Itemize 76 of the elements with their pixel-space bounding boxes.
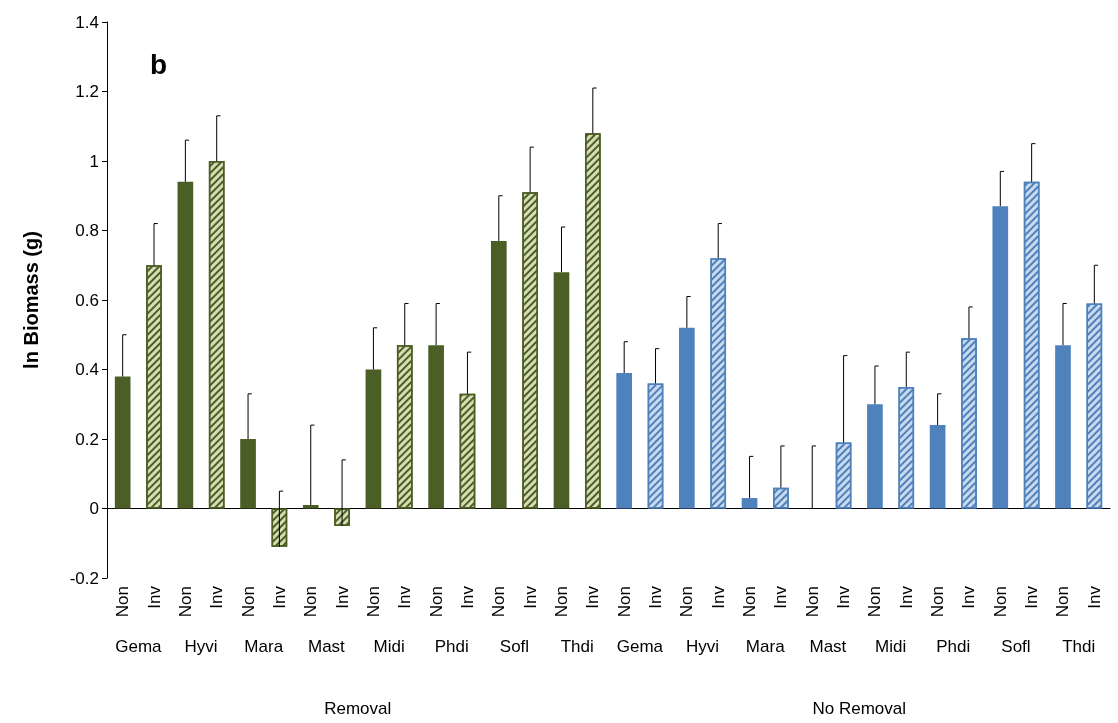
- bar: [679, 327, 695, 509]
- bar: [490, 240, 507, 509]
- y-tick-label: 0.2: [75, 429, 99, 449]
- bar: [114, 376, 131, 509]
- bar: [867, 404, 883, 509]
- text: Phdi: [936, 636, 971, 656]
- bar: [929, 425, 946, 509]
- bar: [365, 369, 382, 509]
- x-tick-label: Non: [301, 586, 321, 618]
- x-tick-label: Inv: [457, 585, 477, 609]
- text: Mast: [809, 636, 847, 656]
- x-tick-label: Non: [551, 586, 571, 618]
- x-tick-label: Non: [865, 586, 885, 618]
- text: Midi: [875, 636, 907, 656]
- x-tick-label: Inv: [395, 585, 415, 609]
- bar: [992, 206, 1009, 509]
- x-tick-label: Inv: [1084, 585, 1104, 609]
- x-tick-label: Inv: [269, 585, 289, 609]
- x-tick-label: Non: [363, 586, 383, 618]
- x-tick-label: Non: [802, 586, 822, 618]
- x-tick-label: Non: [614, 586, 634, 618]
- text: Midi: [373, 636, 405, 656]
- x-tick-label: Inv: [1022, 585, 1042, 609]
- y-axis-title: ln Biomass (g): [20, 231, 42, 369]
- x-tick-label: Inv: [834, 585, 854, 609]
- x-tick-label: Inv: [207, 585, 227, 609]
- bar: [240, 439, 256, 509]
- y-tick-label: 0.6: [75, 290, 99, 310]
- x-tick-label: Inv: [708, 585, 728, 609]
- text: Removal: [324, 698, 392, 718]
- bar: [177, 181, 194, 509]
- x-tick-label: Non: [1053, 586, 1073, 618]
- x-tick-label: Non: [740, 586, 760, 618]
- x-tick-label: Non: [426, 586, 446, 618]
- text: Sofl: [499, 636, 530, 656]
- x-tick-label: Inv: [583, 585, 603, 609]
- bar: [741, 498, 758, 509]
- text: Mast: [307, 636, 346, 656]
- bar: [302, 505, 319, 509]
- annotation: b: [150, 48, 168, 80]
- y-tick-label: 0.4: [75, 360, 99, 379]
- text: Hyvi: [686, 636, 720, 656]
- y-tick-label: 0: [89, 499, 99, 518]
- x-tick-label: Inv: [646, 585, 666, 609]
- x-tick-label: Inv: [959, 585, 979, 609]
- x-tick-label: Non: [113, 586, 133, 618]
- bar: [553, 272, 570, 509]
- y-tick-label: 1: [89, 151, 99, 171]
- x-tick-label: Non: [677, 586, 697, 618]
- text: Mara: [244, 636, 284, 656]
- text: Thdi: [1062, 636, 1096, 656]
- text: Sofl: [1001, 636, 1031, 656]
- text: No Removal: [812, 698, 907, 718]
- y-tick-label: 0.8: [75, 221, 99, 240]
- x-tick-label: Non: [990, 586, 1010, 618]
- bar: [616, 372, 633, 509]
- text: Mara: [745, 636, 786, 656]
- x-tick-label: Non: [489, 586, 509, 618]
- bar: [1055, 345, 1071, 509]
- x-tick-label: Inv: [771, 585, 791, 609]
- x-tick-label: Non: [175, 586, 195, 618]
- y-tick-label: 1.4: [75, 12, 99, 32]
- x-tick-label: Inv: [520, 585, 540, 609]
- y-tick-label: -0.2: [69, 568, 99, 588]
- x-tick-label: Inv: [144, 585, 164, 609]
- x-tick-label: Non: [928, 586, 948, 618]
- text: Thdi: [560, 636, 594, 656]
- bar: [428, 345, 444, 509]
- x-tick-label: Inv: [332, 585, 352, 609]
- text: Phdi: [434, 636, 469, 656]
- y-tick-label: 1.2: [75, 82, 99, 101]
- x-tick-label: Non: [238, 586, 258, 618]
- x-tick-label: Inv: [896, 585, 916, 609]
- text: Gema: [616, 636, 664, 656]
- text: Hyvi: [184, 636, 218, 656]
- text: Gema: [115, 636, 163, 656]
